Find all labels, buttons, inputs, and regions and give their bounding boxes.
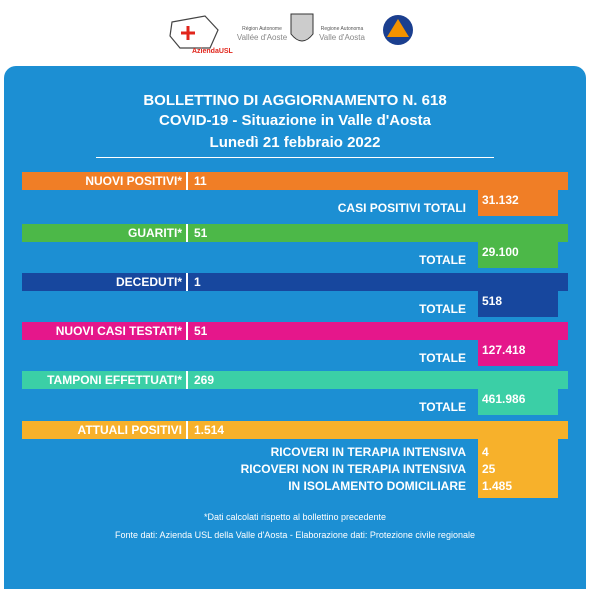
- row-bar: [22, 172, 568, 190]
- row-bar: [22, 371, 568, 389]
- row-separator: [186, 371, 188, 389]
- region-fr-name: Vallée d'Aoste: [237, 33, 288, 42]
- total-label: CASI POSITIVI TOTALI: [337, 201, 466, 215]
- row-label: DECEDUTI*: [115, 275, 182, 289]
- row-label: TAMPONI EFFETTUATI*: [47, 373, 182, 387]
- subtitle: COVID-19 - Situazione in Valle d'Aosta: [159, 112, 431, 129]
- row-separator: [186, 172, 188, 190]
- detail-value: 4: [482, 445, 489, 459]
- region-it-name: Valle d'Aosta: [319, 33, 365, 42]
- details-box: [478, 439, 558, 498]
- total-box: [478, 190, 558, 216]
- row-bar: [22, 322, 568, 340]
- usl-text: AziendaUSL: [192, 48, 234, 55]
- row-value: 51: [194, 324, 208, 338]
- row-bar: [22, 224, 568, 242]
- total-label: TOTALE: [419, 253, 466, 267]
- total-value: 29.100: [482, 245, 519, 259]
- detail-value: 25: [482, 462, 496, 476]
- total-box: [478, 389, 558, 415]
- total-value: 127.418: [482, 343, 526, 357]
- total-label: TOTALE: [419, 400, 466, 414]
- detail-label: IN ISOLAMENTO DOMICILIARE: [288, 479, 466, 493]
- region-fr: Région Autonome: [242, 26, 282, 32]
- title: BOLLETTINO DI AGGIORNAMENTO N. 618: [143, 92, 447, 109]
- row-separator: [186, 224, 188, 242]
- current-label: ATTUALI POSITIVI: [77, 423, 182, 437]
- total-label: TOTALE: [419, 351, 466, 365]
- region-it: Regione Autonoma: [321, 26, 364, 32]
- current-bar: [22, 421, 568, 439]
- total-value: 31.132: [482, 193, 519, 207]
- row-label: NUOVI CASI TESTATI*: [55, 324, 182, 338]
- footnote: *Dati calcolati rispetto al bollettino p…: [203, 512, 387, 522]
- divider: [96, 157, 494, 158]
- row-value: 1: [194, 275, 201, 289]
- total-box: [478, 340, 558, 366]
- row-separator: [186, 273, 188, 291]
- detail-label: RICOVERI NON IN TERAPIA INTENSIVA: [240, 462, 466, 476]
- date: Lunedì 21 febbraio 2022: [209, 134, 381, 151]
- civil-protection-triangle: [387, 19, 409, 37]
- logos: AziendaUSL Région Autonome Vallée d'Aost…: [169, 13, 413, 55]
- total-box: [478, 242, 558, 268]
- row-separator: [186, 421, 188, 439]
- row-value: 51: [194, 226, 208, 240]
- row-separator: [186, 322, 188, 340]
- total-box: [478, 291, 558, 317]
- detail-label: RICOVERI IN TERAPIA INTENSIVA: [270, 445, 466, 459]
- detail-value: 1.485: [482, 479, 513, 493]
- row-value: 269: [194, 373, 215, 387]
- row-bar: [22, 273, 568, 291]
- current-value: 1.514: [194, 423, 225, 437]
- row-label: GUARITI*: [128, 226, 182, 240]
- total-value: 461.986: [482, 392, 526, 406]
- total-label: TOTALE: [419, 302, 466, 316]
- source: Fonte dati: Azienda USL della Valle d'Ao…: [115, 530, 475, 540]
- total-value: 518: [482, 294, 503, 308]
- usl-cross: [181, 26, 195, 40]
- row-value: 11: [194, 174, 207, 188]
- coat-of-arms: [290, 13, 314, 42]
- row-label: NUOVI POSITIVI*: [85, 174, 182, 188]
